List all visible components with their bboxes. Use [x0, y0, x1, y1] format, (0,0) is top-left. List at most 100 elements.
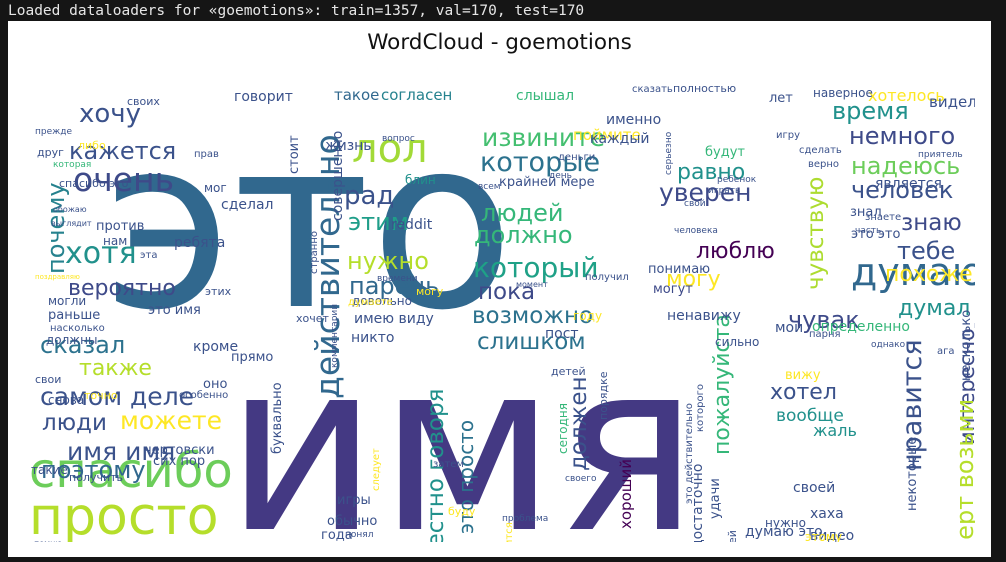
wordcloud-word: день	[549, 171, 572, 181]
wordcloud-word: думаете	[348, 297, 393, 308]
wordcloud-word: определенно	[812, 319, 910, 335]
wordcloud-word: точно	[84, 389, 118, 402]
wordcloud-word: обычно	[327, 514, 377, 529]
wordcloud-word: прежде	[35, 127, 72, 137]
wordcloud-word: комментарий	[330, 304, 340, 368]
wordcloud-word: нужен	[974, 321, 975, 331]
wordcloud-word: буквально	[270, 382, 285, 454]
wordcloud-word: плохо	[343, 539, 383, 542]
wordcloud-word: могу	[666, 267, 721, 292]
wordcloud-word: могут	[653, 282, 693, 297]
wordcloud-word: сказал	[40, 331, 125, 359]
wordcloud-figure: WordCloud - goemotions это имя просто спаси…	[8, 21, 991, 557]
wordcloud-word: хотел	[770, 380, 837, 405]
wordcloud-word: игры	[337, 493, 371, 508]
wordcloud-word: блин	[405, 173, 436, 187]
wordcloud-word: года	[321, 528, 353, 542]
wordcloud-word: странно	[309, 231, 320, 274]
wordcloud-word: некоторые	[905, 437, 920, 511]
wordcloud-word: вопрос	[382, 134, 415, 144]
wordcloud-word: получил	[585, 272, 629, 283]
wordcloud-word: чертовски	[144, 443, 215, 458]
wordcloud-word: игру	[776, 130, 800, 141]
wordcloud-word: оно	[203, 377, 227, 392]
wordcloud-word: момент	[516, 280, 548, 289]
wordcloud-word: своих	[127, 95, 160, 108]
wordcloud-word: верно	[808, 159, 839, 170]
wordcloud-word: очень	[73, 160, 174, 199]
wordcloud-word: нравится	[897, 339, 928, 471]
wordcloud-word: интересно	[955, 328, 975, 445]
wordcloud-word: думал	[898, 296, 970, 321]
wordcloud-word: имя	[225, 310, 698, 542]
wordcloud-word: сегодня	[556, 403, 570, 454]
wordcloud-word: reddit	[391, 217, 433, 233]
wordcloud-word: порядке	[597, 371, 610, 420]
wordcloud-word: несколько	[959, 310, 974, 381]
wordcloud-word: человек	[851, 176, 953, 204]
wordcloud-word: спасибо это	[59, 177, 129, 190]
wordcloud-word: которого	[695, 384, 706, 432]
wordcloud-word: будут	[705, 145, 745, 160]
wordcloud-word: понял	[345, 530, 373, 540]
wordcloud-word: пока	[478, 279, 535, 305]
wordcloud-word: сделать	[799, 145, 842, 156]
wordcloud-word: времени	[377, 274, 418, 284]
wordcloud-word: время	[832, 97, 909, 125]
wordcloud-word: согласен	[381, 86, 452, 104]
wordcloud-word: парня	[809, 329, 841, 340]
wordcloud-word: следует	[371, 448, 382, 491]
wordcloud-word: достаточно	[690, 464, 706, 542]
wordcloud-word: это	[103, 87, 514, 362]
wordcloud-word: именно	[606, 112, 661, 128]
wordcloud-word: насколько	[50, 323, 105, 334]
wordcloud-word: понимаю	[648, 262, 710, 277]
wordcloud-word: ненавижу	[667, 308, 741, 324]
wordcloud-word: просто	[29, 487, 219, 542]
wordcloud-word: довольно	[352, 294, 412, 308]
wordcloud-word: часть	[855, 226, 881, 236]
wordcloud-word: вижу	[785, 368, 821, 383]
wordcloud-word: надеюсь	[851, 152, 960, 180]
wordcloud-word: деньги	[558, 152, 595, 163]
wordcloud-word: против	[96, 219, 144, 234]
wordcloud-word: проблема	[502, 514, 548, 524]
wordcloud-word: свой	[684, 199, 706, 209]
wordcloud-word: сказать	[632, 84, 673, 95]
wordcloud-word: своей	[793, 480, 835, 496]
wordcloud-word: люди	[42, 410, 107, 436]
wordcloud-word: могли	[48, 294, 86, 308]
wordcloud-word: крайней мере	[499, 175, 595, 190]
wordcloud-word: помню	[34, 539, 62, 542]
wordcloud-word: эта	[140, 250, 157, 261]
wordcloud-word: каждый	[590, 131, 649, 147]
wordcloud-word: удачи	[708, 478, 723, 519]
wordcloud-word: получить	[69, 471, 123, 484]
wordcloud-word: моей	[726, 530, 739, 542]
wordcloud-word: черт возьми	[951, 399, 975, 542]
wordcloud-word: кроме	[193, 339, 238, 355]
wordcloud-word: совершенно	[330, 131, 346, 221]
wordcloud-word: видео	[810, 528, 854, 542]
wordcloud-word: думаю это	[745, 524, 823, 540]
wordcloud-word: похоже	[885, 262, 973, 287]
wordcloud-word: этому	[805, 530, 842, 542]
wordcloud-word: знаете	[865, 212, 901, 223]
wordcloud-word: возможно	[472, 303, 593, 329]
wordcloud-word: полностью	[673, 82, 736, 95]
wordcloud-word: думаю	[851, 250, 975, 294]
wordcloud-word: однако	[871, 340, 906, 350]
wordcloud-word: это имя	[148, 303, 201, 318]
wordcloud-word: ребенок	[717, 175, 757, 185]
wordcloud-word: должен	[566, 376, 592, 471]
wordcloud-word: имею виду	[354, 311, 434, 327]
wordcloud-word: чувствую	[803, 177, 829, 290]
wordcloud-word: поймите	[573, 126, 641, 144]
wordcloud-word: хотя	[65, 236, 137, 271]
wordcloud-word: является	[875, 176, 942, 192]
wordcloud-word: затем	[433, 459, 464, 470]
wordcloud-word: сих пор	[153, 454, 205, 469]
wordcloud-word: ребята	[174, 235, 225, 251]
wordcloud-word: выглядит	[51, 219, 92, 228]
